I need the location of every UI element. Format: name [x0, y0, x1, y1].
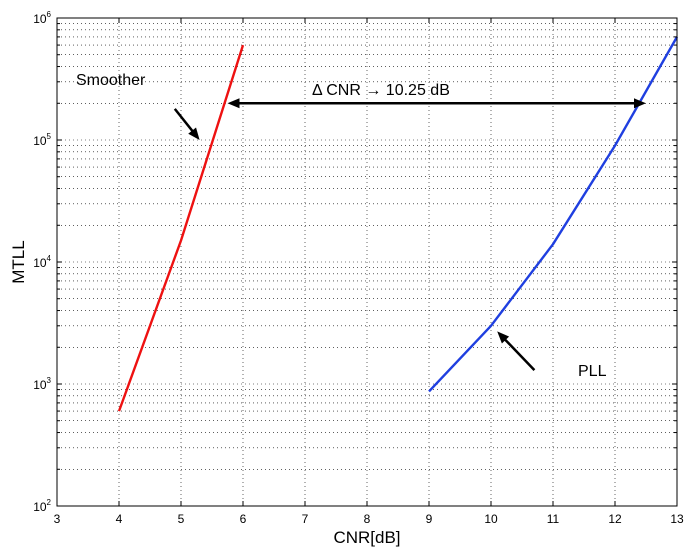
x-tick-label: 9	[426, 512, 433, 526]
y-tick-labels: 102 103 104 105 106	[33, 10, 51, 514]
smoother-arrowhead	[188, 127, 200, 140]
x-tick-label: 13	[670, 512, 684, 526]
x-tick-label: 11	[547, 512, 560, 526]
pll-arrowhead	[497, 331, 510, 344]
y-axis-label: MTLL	[9, 240, 28, 283]
smoother-arrow	[173, 108, 196, 135]
axis-ticks	[56, 18, 678, 507]
pll-line	[428, 36, 679, 393]
y-tick-label: 102	[33, 498, 51, 514]
x-tick-label: 3	[54, 512, 61, 526]
x-tick-label: 4	[116, 512, 123, 526]
y-tick-label: 105	[33, 132, 51, 148]
pll-arrow	[501, 336, 536, 371]
x-tick-labels: 3 4 5 6 7 8 9 10 11 12 13	[54, 512, 684, 526]
x-tick-label: 10	[484, 512, 498, 526]
x-tick-label: 5	[178, 512, 185, 526]
annotation-arrows	[173, 98, 646, 371]
series-lines	[117, 36, 679, 412]
x-tick-label: 8	[364, 512, 371, 526]
smoother-annotation: Smoother	[76, 72, 146, 89]
x-tick-label: 7	[302, 512, 309, 526]
x-axis-label: CNR[dB]	[333, 528, 400, 547]
x-tick-label: 6	[240, 512, 247, 526]
y-tick-label: 103	[33, 376, 51, 392]
grid-lines	[57, 18, 677, 506]
x-tick-label: 12	[608, 512, 622, 526]
delta-cnr-arrowhead-right	[634, 98, 646, 109]
delta-cnr-arrowhead-left	[227, 98, 240, 109]
delta-cnr-annotation: Δ CNR → 10.25 dB	[312, 82, 450, 99]
y-tick-label: 104	[33, 254, 51, 270]
smoother-line	[117, 44, 245, 412]
pll-annotation: PLL	[578, 363, 607, 380]
y-tick-label: 106	[33, 10, 51, 26]
